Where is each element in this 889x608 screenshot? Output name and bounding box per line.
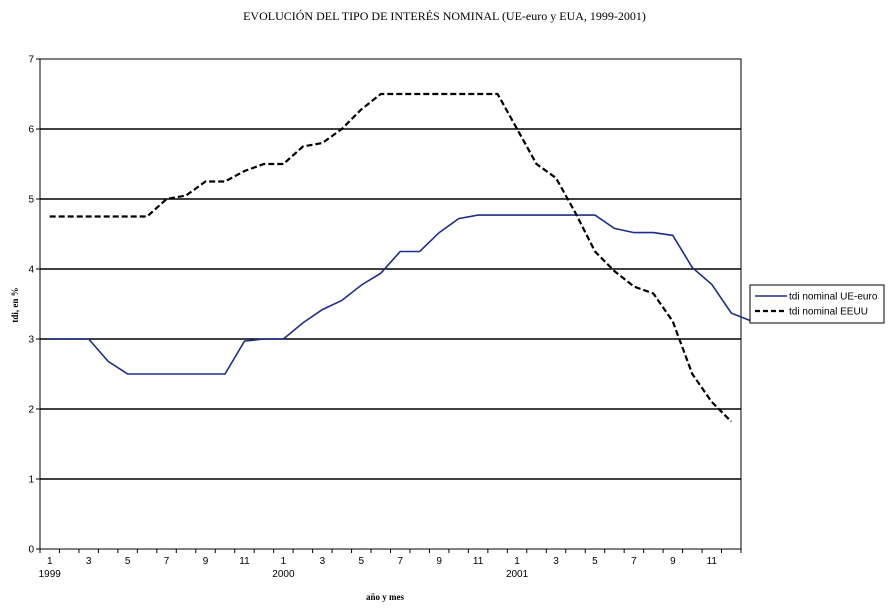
x-tick-label: 3 [86,556,92,567]
x-tick-label: 1 [514,556,520,567]
x-tick-label: 9 [670,556,676,567]
series-line-ue-euro [49,214,751,375]
x-tick-label: 7 [631,556,637,567]
x-tick-label: 5 [359,556,365,567]
legend-label: tdi nominal EEUU [789,307,868,318]
x-axis-label: año y mes [366,592,404,602]
y-tick-label: 1 [28,475,34,486]
x-tick-label: 1 [47,556,53,567]
x-tick-label: 9 [203,556,209,567]
x-tick-label: 11 [707,556,718,567]
x-tick-label: 1 [281,556,287,567]
x-tick-label: 9 [436,556,442,567]
y-tick-label: 5 [28,195,34,206]
chart-title: EVOLUCIÓN DEL TIPO DE INTERÉS NOMINAL (U… [243,9,646,23]
x-year-label: 1999 [39,569,62,580]
legend-label: tdi nominal UE-euro [789,292,878,303]
x-tick-label: 5 [592,556,598,567]
series-line-eeuu [49,92,733,423]
x-tick-label: 7 [397,556,403,567]
y-tick-label: 0 [28,545,34,556]
y-tick-label: 2 [28,405,34,416]
y-tick-label: 7 [28,55,34,66]
x-tick-label: 5 [125,556,131,567]
y-tick-label: 4 [28,265,34,276]
plot-area [39,58,742,550]
x-tick-label: 7 [164,556,170,567]
x-year-label: 2000 [272,569,295,580]
x-tick-label: 11 [239,556,250,567]
y-tick-label: 6 [28,125,34,136]
x-year-label: 2001 [506,569,529,580]
y-tick-label: 3 [28,335,34,346]
x-tick-label: 11 [473,556,484,567]
y-axis-label: tdi, en % [10,287,20,322]
legend-box [749,284,885,324]
x-tick-label: 3 [320,556,326,567]
x-tick-label: 3 [553,556,559,567]
